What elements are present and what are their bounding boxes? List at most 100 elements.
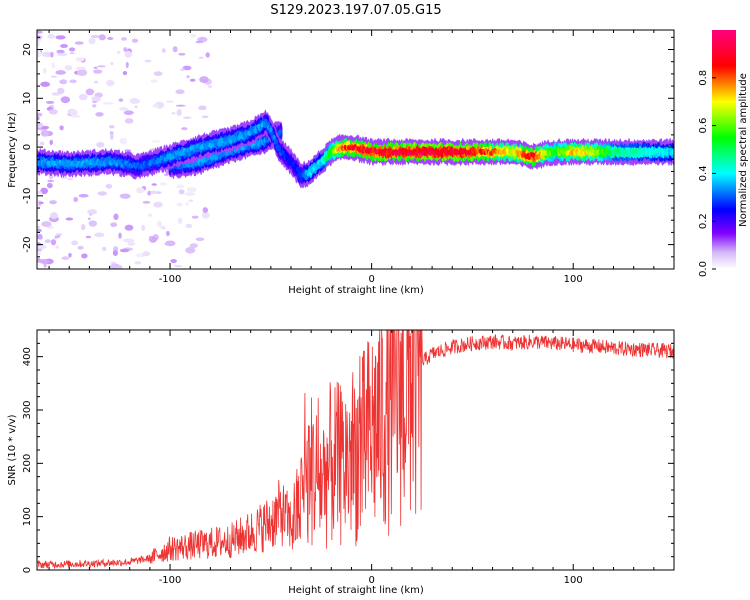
noise-blob	[101, 246, 107, 251]
noise-blob	[56, 52, 68, 57]
snr-line	[37, 330, 674, 570]
noise-blob	[185, 223, 193, 229]
noise-blob	[125, 61, 129, 69]
x-tick-label: 100	[564, 274, 583, 285]
y-tick-label: 300	[22, 400, 33, 419]
noise-blob	[60, 176, 68, 179]
noise-blob	[97, 191, 108, 196]
noise-blob	[43, 67, 47, 74]
noise-blob	[189, 243, 198, 249]
noise-blob	[150, 190, 157, 195]
colorbar-gradient	[712, 30, 736, 269]
ridge-cell	[281, 150, 285, 156]
noise-blob	[201, 115, 209, 119]
noise-blob	[109, 133, 114, 140]
noise-blob	[142, 251, 151, 257]
noise-blob	[90, 34, 100, 39]
noise-blob	[109, 125, 115, 129]
snr-ylabel: SNR (10 * v/v)	[7, 414, 18, 485]
noise-blob	[37, 116, 40, 121]
noise-blob	[37, 30, 43, 34]
ridge-cell	[297, 168, 301, 174]
noise-blob	[96, 141, 105, 148]
noise-blob	[117, 264, 123, 269]
noise-blob	[178, 52, 186, 56]
noise-blob	[165, 100, 174, 103]
colorbar-tick-label: 0.2	[698, 213, 709, 229]
spectrogram-ylabel: Frequency (Hz)	[7, 112, 18, 188]
colorbar-tick-label: 0.0	[698, 261, 709, 277]
x-tick-label: -100	[159, 575, 182, 586]
noise-blob	[54, 235, 58, 239]
noise-blob	[37, 251, 41, 256]
noise-blob	[105, 183, 113, 189]
noise-blob	[39, 259, 50, 264]
noise-blob	[93, 66, 98, 70]
noise-blob	[176, 202, 183, 207]
noise-blob	[78, 193, 89, 198]
ridge-cell	[274, 138, 279, 144]
noise-blob	[73, 197, 79, 202]
noise-blob	[50, 75, 58, 78]
noise-blob	[176, 184, 185, 189]
noise-blob	[148, 235, 153, 242]
noise-blob	[112, 250, 118, 256]
noise-blob	[76, 69, 88, 76]
noise-blob	[42, 51, 53, 58]
noise-blob	[60, 96, 71, 104]
noise-blob	[49, 200, 57, 205]
noise-blob	[150, 79, 158, 83]
noise-blob	[202, 79, 209, 83]
noise-blob	[184, 192, 196, 196]
noise-blob	[173, 264, 183, 268]
noise-blob	[37, 143, 41, 146]
noise-blob	[87, 217, 91, 220]
noise-blob	[113, 213, 119, 221]
noise-blob	[191, 215, 199, 219]
colorbar-tick-label: 0.6	[698, 118, 709, 134]
spectrogram-frame	[36, 29, 675, 270]
noise-blob	[170, 259, 177, 264]
noise-blob	[38, 201, 44, 205]
noise-blob	[124, 224, 134, 231]
noise-blob	[118, 107, 129, 111]
noise-blob	[129, 97, 140, 104]
noise-blob	[39, 141, 45, 146]
noise-blob	[50, 51, 54, 58]
y-tick-label: 100	[22, 507, 33, 526]
noise-blob	[37, 50, 42, 58]
noise-blob	[201, 211, 210, 219]
noise-blob	[56, 235, 61, 238]
noise-blob	[207, 85, 212, 88]
noise-blob	[56, 49, 65, 54]
y-tick-label: 200	[22, 454, 33, 473]
noise-blob	[69, 109, 78, 116]
colorbar-axes: 0.0 0.2 0.4 0.6 0.8	[698, 70, 716, 277]
noise-blob	[60, 44, 68, 49]
noise-blob	[69, 52, 75, 55]
noise-blob	[102, 102, 114, 105]
noise-blob	[195, 237, 205, 242]
noise-blob	[144, 59, 152, 63]
noise-blob	[131, 38, 139, 43]
x-tick-label: 100	[564, 575, 583, 586]
noise-blob	[48, 109, 58, 115]
noise-blob	[40, 130, 50, 137]
noise-blob	[188, 199, 193, 202]
noise-blob	[88, 220, 98, 227]
noise-blob	[93, 69, 103, 74]
spectrogram-xlabel: Height of straight line (km)	[288, 285, 424, 296]
noise-blob	[164, 173, 169, 176]
noise-blob	[134, 261, 142, 265]
noise-blob	[37, 233, 43, 240]
noise-blob	[68, 253, 72, 258]
noise-blob	[119, 137, 128, 145]
noise-blob	[136, 187, 145, 194]
noise-blob	[124, 118, 134, 124]
noise-blob	[121, 37, 127, 41]
noise-blob	[176, 109, 182, 116]
noise-blob	[205, 52, 210, 58]
noise-blob	[40, 81, 51, 87]
